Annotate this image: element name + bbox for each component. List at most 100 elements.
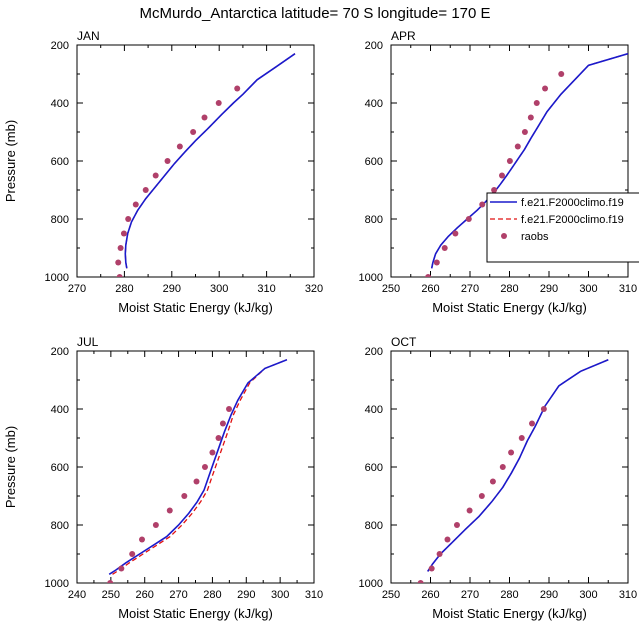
raobs-point <box>139 536 146 543</box>
panel-oct: OCT 250 260 270 280 290 300 310 200 400 600 800 1000… <box>359 335 638 621</box>
raobs-point <box>453 522 460 528</box>
raobs-point <box>152 522 159 528</box>
raobs-point <box>219 420 226 427</box>
raobs-point <box>107 580 114 583</box>
x-tick-label: 240 <box>68 589 86 601</box>
series-1-line <box>108 358 288 575</box>
raobs-point <box>466 507 473 514</box>
raobs-point <box>558 71 565 77</box>
y-axis-label: Pressure (mb) <box>3 120 18 202</box>
raobs-point <box>125 216 132 222</box>
raobs-point <box>132 201 139 208</box>
y-tick-label: 400 <box>365 98 383 110</box>
raobs-point <box>417 580 424 583</box>
legend-entry-2: f.e21.F2000climo.f19 <box>521 214 624 226</box>
x-tick-label: 280 <box>115 283 133 295</box>
raobs-point <box>521 129 528 135</box>
x-tick-label: 300 <box>579 589 597 601</box>
raobs-point <box>540 406 547 412</box>
raobs-point <box>164 158 171 164</box>
y-tick-label: 1000 <box>359 578 383 590</box>
x-tick-label: 270 <box>461 283 479 295</box>
raobs-point <box>499 464 506 470</box>
raobs-point <box>444 536 451 543</box>
raobs-point <box>506 158 513 164</box>
raobs-point <box>129 551 136 557</box>
y-tick-label: 600 <box>365 156 383 168</box>
plot-frame <box>390 350 629 584</box>
raobs-point <box>518 435 525 441</box>
x-tick-label: 250 <box>382 283 400 295</box>
panel-apr: APR 250 260 270 280 290 300 310 200 400 600 800 1000… <box>359 29 638 315</box>
plot-frame <box>76 44 315 278</box>
panel-label: APR <box>391 29 416 43</box>
raobs-point <box>425 274 432 277</box>
series-2-line <box>124 53 296 269</box>
raobs-point <box>152 172 159 179</box>
x-tick-label: 310 <box>257 283 275 295</box>
x-tick-label: 250 <box>102 589 120 601</box>
raobs-point <box>428 565 435 572</box>
plot-frame <box>76 350 315 584</box>
legend-entry-3: raobs <box>521 231 549 243</box>
raobs-point <box>489 478 496 485</box>
raobs-point <box>166 507 173 514</box>
series-1-line <box>427 358 609 572</box>
raobs-point <box>118 565 125 572</box>
y-tick-label: 800 <box>51 520 69 532</box>
raobs-point <box>120 230 127 237</box>
x-tick-label: 310 <box>619 283 637 295</box>
x-tick-label: 290 <box>237 589 255 601</box>
raobs-point <box>436 551 443 557</box>
raobs-point <box>181 493 188 499</box>
x-tick-label: 260 <box>136 589 154 601</box>
raobs-point <box>508 449 515 456</box>
panel-label: JUL <box>77 335 99 349</box>
raobs-point <box>529 420 536 427</box>
raobs-point <box>115 259 122 266</box>
raobs-point <box>491 187 498 193</box>
panel-label: OCT <box>391 335 417 349</box>
raobs-point <box>514 143 521 150</box>
raobs-point <box>433 259 440 266</box>
x-axis-label: Moist Static Energy (kJ/kg) <box>118 606 273 621</box>
y-tick-label: 800 <box>51 214 69 226</box>
raobs-point <box>465 216 472 222</box>
x-tick-label: 280 <box>203 589 221 601</box>
y-tick-label: 800 <box>365 214 383 226</box>
raobs-point <box>234 85 241 92</box>
raobs-point <box>215 435 222 441</box>
series-1-line <box>124 53 296 269</box>
raobs-point <box>209 449 216 456</box>
raobs-point <box>215 100 222 106</box>
plot-area <box>115 53 296 277</box>
x-tick-label: 280 <box>500 589 518 601</box>
y-tick-label: 200 <box>51 40 69 52</box>
x-tick-label: 260 <box>421 283 439 295</box>
legend-box <box>486 192 639 263</box>
y-tick-label: 400 <box>51 98 69 110</box>
raobs-point <box>527 114 534 121</box>
plot-area <box>417 358 609 583</box>
raobs-point <box>452 230 459 237</box>
legend: f.e21.F2000climo.f19 f.e21.F2000climo.f19… <box>486 192 639 263</box>
y-tick-label: 800 <box>365 520 383 532</box>
plot-area <box>107 358 288 583</box>
x-axis-label: Moist Static Energy (kJ/kg) <box>118 300 273 315</box>
x-tick-label: 310 <box>305 589 323 601</box>
y-tick-label: 200 <box>51 346 69 358</box>
raobs-point <box>176 143 183 150</box>
y-tick-label: 600 <box>51 462 69 474</box>
x-tick-label: 270 <box>68 283 86 295</box>
x-tick-label: 260 <box>421 589 439 601</box>
legend-entry-1: f.e21.F2000climo.f19 <box>521 197 624 209</box>
raobs-point <box>226 406 233 412</box>
x-tick-label: 280 <box>500 283 518 295</box>
x-tick-label: 270 <box>169 589 187 601</box>
raobs-point <box>498 172 505 179</box>
raobs-point <box>190 129 197 135</box>
raobs-point <box>116 274 123 277</box>
raobs-point <box>117 245 124 251</box>
x-tick-label: 290 <box>163 283 181 295</box>
